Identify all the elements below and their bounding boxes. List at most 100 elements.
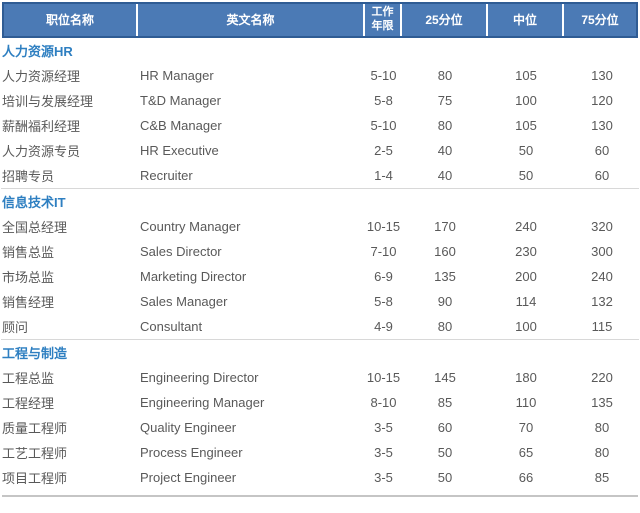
work-years: 4-9 bbox=[374, 319, 393, 334]
p75-value: 130 bbox=[591, 68, 613, 83]
table-row: 质量工程师 Quality Engineer 3-5 60 70 80 bbox=[0, 415, 640, 440]
median-value: 110 bbox=[515, 395, 537, 410]
table-row: 市场总监 Marketing Director 6-9 135 200 240 bbox=[0, 264, 640, 289]
job-title-en: Marketing Director bbox=[140, 269, 247, 284]
p25-value: 135 bbox=[434, 269, 456, 284]
column-header-work-years: 工作年限 bbox=[365, 4, 402, 36]
column-header-median: 中位 bbox=[488, 4, 564, 36]
median-value: 240 bbox=[515, 219, 537, 234]
p75-value: 132 bbox=[591, 294, 613, 309]
work-years: 8-10 bbox=[370, 395, 397, 410]
work-years: 3-5 bbox=[374, 470, 393, 485]
table-section-hr: 人力资源HR 人力资源经理 HR Manager 5-10 80 105 130… bbox=[0, 38, 640, 188]
table-bottom-border bbox=[2, 495, 638, 497]
p75-value: 60 bbox=[594, 143, 610, 158]
work-years: 5-10 bbox=[370, 68, 397, 83]
p25-value: 50 bbox=[437, 445, 453, 460]
p25-value: 170 bbox=[434, 219, 456, 234]
section-divider bbox=[1, 188, 639, 189]
table-section-engineering: 工程与制造 工程总监 Engineering Director 10-15 14… bbox=[0, 340, 640, 490]
job-title-cn: 全国总经理 bbox=[2, 220, 68, 235]
p75-value: 60 bbox=[594, 168, 610, 183]
p75-value: 80 bbox=[594, 445, 610, 460]
column-header-job-title-cn: 职位名称 bbox=[4, 4, 138, 36]
job-title-cn: 市场总监 bbox=[2, 270, 55, 285]
job-title-cn: 顾问 bbox=[2, 320, 29, 335]
job-title-en: Sales Director bbox=[140, 244, 222, 259]
job-title-en: Engineering Manager bbox=[140, 395, 265, 410]
p25-value: 60 bbox=[437, 420, 453, 435]
median-value: 100 bbox=[515, 93, 537, 108]
job-title-en: HR Executive bbox=[140, 143, 219, 158]
median-value: 50 bbox=[518, 168, 534, 183]
p25-value: 85 bbox=[437, 395, 453, 410]
p75-value: 120 bbox=[591, 93, 613, 108]
p75-value: 220 bbox=[591, 370, 613, 385]
work-years: 5-8 bbox=[374, 294, 393, 309]
median-value: 100 bbox=[515, 319, 537, 334]
median-value: 50 bbox=[518, 143, 534, 158]
job-title-en: HR Manager bbox=[140, 68, 214, 83]
column-header-75th-percentile: 75分位 bbox=[581, 12, 619, 27]
p75-value: 130 bbox=[591, 118, 613, 133]
p25-value: 80 bbox=[437, 118, 453, 133]
table-row: 销售经理 Sales Manager 5-8 90 114 132 bbox=[0, 289, 640, 314]
work-years: 3-5 bbox=[374, 445, 393, 460]
median-value: 70 bbox=[518, 420, 534, 435]
work-years: 1-4 bbox=[374, 168, 393, 183]
p75-value: 240 bbox=[591, 269, 613, 284]
job-title-en: Consultant bbox=[140, 319, 203, 334]
p25-value: 145 bbox=[434, 370, 456, 385]
p25-value: 160 bbox=[434, 244, 456, 259]
job-title-en: T&D Manager bbox=[140, 93, 221, 108]
median-value: 230 bbox=[515, 244, 537, 259]
job-title-en: C&B Manager bbox=[140, 118, 222, 133]
job-title-en: Quality Engineer bbox=[140, 420, 237, 435]
work-years: 5-8 bbox=[374, 93, 393, 108]
p75-value: 85 bbox=[594, 470, 610, 485]
job-title-en: Engineering Director bbox=[140, 370, 259, 385]
section-divider bbox=[1, 339, 639, 340]
job-title-cn: 招聘专员 bbox=[2, 169, 55, 184]
work-years: 3-5 bbox=[374, 420, 393, 435]
p25-value: 90 bbox=[437, 294, 453, 309]
p75-value: 80 bbox=[594, 420, 610, 435]
section-title: 工程与制造 bbox=[2, 346, 68, 361]
p75-value: 320 bbox=[591, 219, 613, 234]
job-title-cn: 工程经理 bbox=[2, 396, 55, 411]
column-header-job-title-en: 英文名称 bbox=[138, 4, 365, 36]
job-title-cn: 人力资源专员 bbox=[2, 144, 81, 159]
table-header: 职位名称 英文名称 工作年限 25分位 中位 75分位 bbox=[2, 2, 638, 38]
work-years: 6-9 bbox=[374, 269, 393, 284]
p25-value: 50 bbox=[437, 470, 453, 485]
median-value: 65 bbox=[518, 445, 534, 460]
table-row: 人力资源经理 HR Manager 5-10 80 105 130 bbox=[0, 63, 640, 88]
table-row: 工程经理 Engineering Manager 8-10 85 110 135 bbox=[0, 390, 640, 415]
table-row: 工艺工程师 Process Engineer 3-5 50 65 80 bbox=[0, 440, 640, 465]
median-value: 180 bbox=[515, 370, 537, 385]
p75-value: 135 bbox=[591, 395, 613, 410]
job-title-en: Sales Manager bbox=[140, 294, 228, 309]
work-years: 2-5 bbox=[374, 143, 393, 158]
median-value: 114 bbox=[515, 294, 537, 309]
table-row: 薪酬福利经理 C&B Manager 5-10 80 105 130 bbox=[0, 113, 640, 138]
job-title-cn: 薪酬福利经理 bbox=[2, 119, 81, 134]
job-title-cn: 质量工程师 bbox=[2, 421, 68, 436]
job-title-cn: 销售总监 bbox=[2, 245, 55, 260]
p25-value: 80 bbox=[437, 319, 453, 334]
work-years: 10-15 bbox=[366, 370, 401, 385]
p25-value: 75 bbox=[437, 93, 453, 108]
p75-value: 300 bbox=[591, 244, 613, 259]
table-row: 工程总监 Engineering Director 10-15 145 180 … bbox=[0, 365, 640, 390]
table-row: 顾问 Consultant 4-9 80 100 115 bbox=[0, 314, 640, 339]
table-row: 销售总监 Sales Director 7-10 160 230 300 bbox=[0, 239, 640, 264]
job-title-cn: 工程总监 bbox=[2, 371, 55, 386]
median-value: 200 bbox=[515, 269, 537, 284]
job-title-en: Country Manager bbox=[140, 219, 241, 234]
work-years: 7-10 bbox=[370, 244, 397, 259]
median-value: 105 bbox=[515, 68, 537, 83]
job-title-en: Recruiter bbox=[140, 168, 193, 183]
work-years: 5-10 bbox=[370, 118, 397, 133]
table-section-it: 信息技术IT 全国总经理 Country Manager 10-15 170 2… bbox=[0, 189, 640, 339]
